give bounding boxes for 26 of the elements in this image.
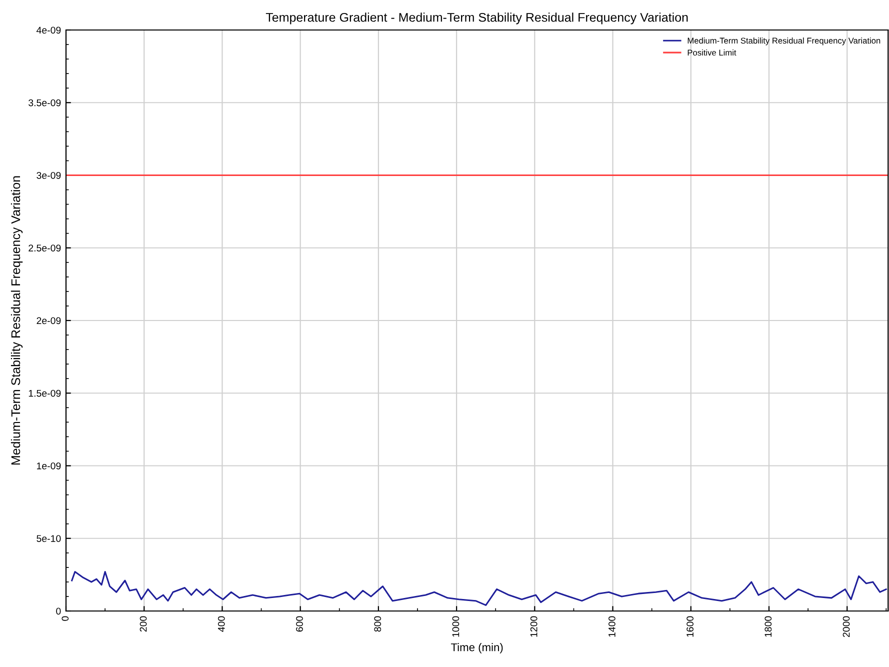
y-tick-label: 5e-10 bbox=[36, 535, 61, 542]
x-tick-label: 2000 bbox=[842, 616, 850, 637]
y-tick-label: 3.5e-09 bbox=[28, 99, 61, 106]
y-tick-label: 2e-09 bbox=[36, 317, 61, 324]
chart-title: Temperature Gradient - Medium-Term Stability Residual Frequency Variation bbox=[266, 12, 688, 24]
y-tick-label: 2.5e-09 bbox=[28, 244, 61, 252]
x-tick-label: 1600 bbox=[686, 616, 694, 637]
x-tick-label: 1400 bbox=[608, 616, 616, 637]
y-tick-label: 1e-09 bbox=[37, 462, 61, 470]
x-axis-title: Time (min) bbox=[450, 643, 503, 654]
y-tick-label: 4e-09 bbox=[36, 26, 61, 34]
legend-label: Medium-Term Stability Residual Frequency Variation bbox=[688, 38, 880, 46]
x-tick-label: 1200 bbox=[530, 616, 538, 637]
y-tick-label: 0 bbox=[56, 608, 61, 615]
x-tick-label: 600 bbox=[296, 616, 303, 632]
line-series bbox=[71, 571, 887, 606]
y-axis-title: Medium-Term Stability Residual Frequency Variation bbox=[10, 176, 23, 465]
legend-label: Positive Limit bbox=[688, 49, 736, 56]
x-tick-label: 1800 bbox=[764, 616, 772, 637]
y-tick-label: 3e-09 bbox=[36, 172, 61, 179]
y-tick-label: 1.5e-09 bbox=[28, 390, 61, 397]
x-tick-label: 1000 bbox=[452, 616, 460, 637]
x-tick-label: 0 bbox=[62, 616, 69, 621]
x-tick-label: 400 bbox=[218, 616, 225, 632]
x-tick-label: 800 bbox=[374, 616, 382, 632]
x-tick-label: 200 bbox=[140, 616, 147, 632]
